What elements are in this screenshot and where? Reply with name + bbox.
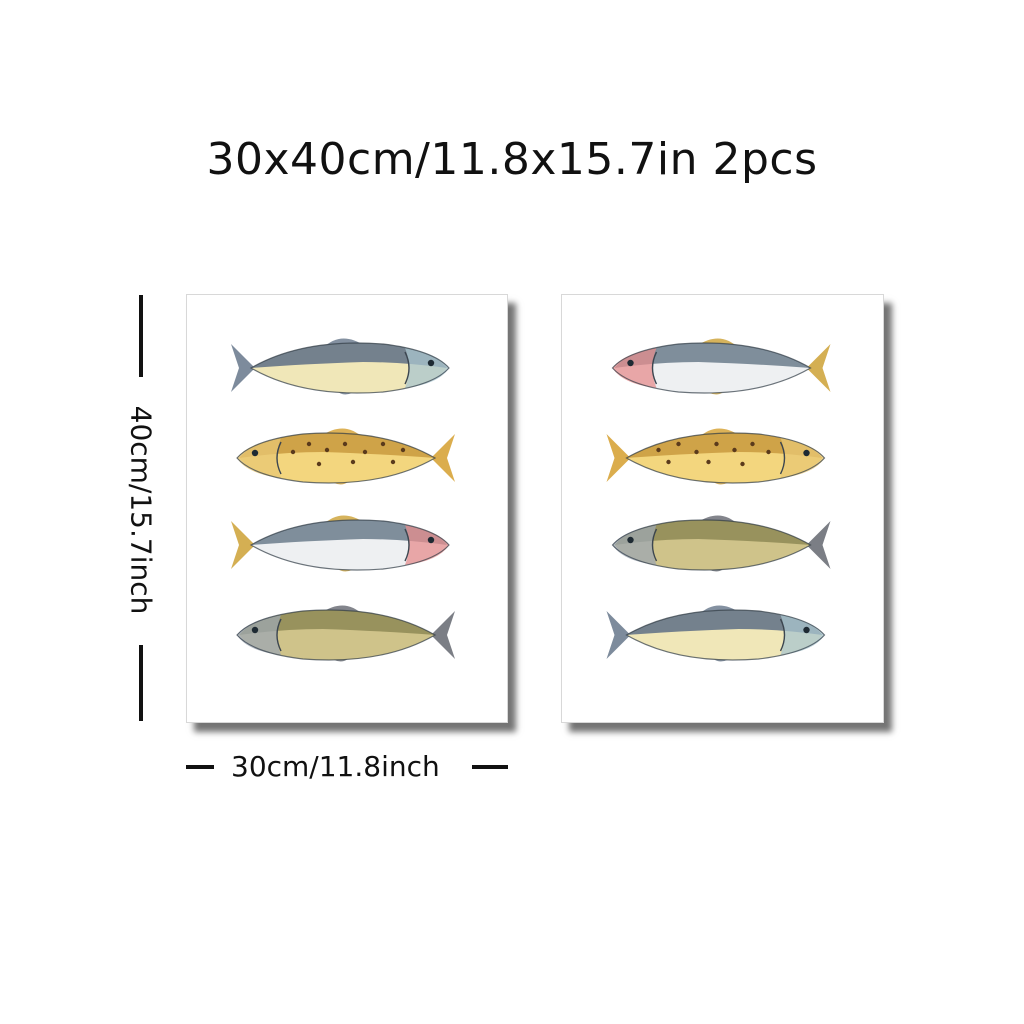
left-print-artwork	[231, 338, 455, 662]
bream-icon	[611, 515, 831, 572]
tuna-icon	[606, 605, 826, 662]
bream-icon	[236, 605, 455, 662]
height-dimension-label: 40cm/15.7inch	[124, 405, 158, 615]
largemouth-bass-icon	[611, 338, 831, 395]
brown-trout-icon	[236, 428, 455, 485]
largemouth-bass-icon	[231, 515, 450, 572]
right-print-panel	[561, 294, 884, 723]
right-print-artwork	[606, 338, 831, 662]
width-dimension-label: 30cm/11.8inch	[231, 750, 440, 783]
brown-trout-icon	[606, 428, 826, 485]
height-dimension-line-bottom	[139, 645, 143, 721]
height-dimension-line-top	[139, 295, 143, 377]
product-size-headline: 30x40cm/11.8x15.7in 2pcs	[206, 134, 818, 185]
tuna-icon	[231, 338, 450, 395]
left-print-panel	[186, 294, 508, 723]
width-dimension-line-right	[472, 765, 508, 769]
width-dimension-line-left	[186, 765, 214, 769]
